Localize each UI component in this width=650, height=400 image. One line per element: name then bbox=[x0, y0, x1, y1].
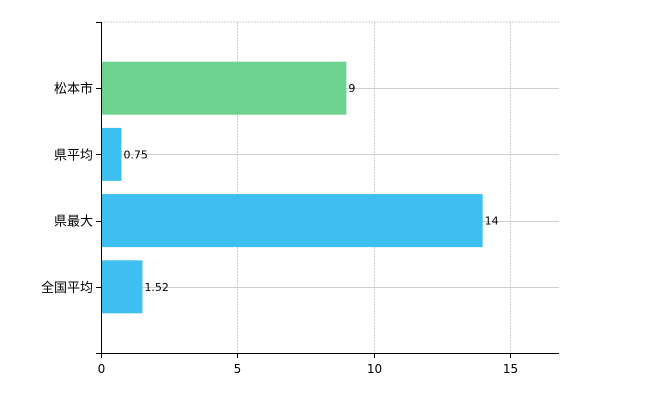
data-label: 1.52 bbox=[144, 281, 169, 294]
axes bbox=[96, 22, 559, 358]
data-label: 14 bbox=[485, 215, 499, 228]
category-label: 県最大 bbox=[54, 215, 93, 230]
bars bbox=[101, 61, 483, 314]
category-label: 松本市 bbox=[54, 81, 93, 97]
category-label: 県平均 bbox=[54, 148, 93, 163]
category-label: 全国平均 bbox=[41, 280, 93, 296]
x-tick-label: 15 bbox=[503, 362, 518, 376]
x-tick-label: 0 bbox=[98, 362, 106, 376]
data-label: 9 bbox=[348, 82, 355, 95]
data-label: 0.75 bbox=[123, 148, 148, 161]
bar bbox=[101, 61, 347, 115]
bar bbox=[101, 260, 143, 314]
bar bbox=[101, 127, 122, 181]
x-tick-label: 5 bbox=[234, 362, 242, 376]
bar bbox=[101, 194, 483, 248]
x-tick-label: 10 bbox=[367, 362, 382, 376]
